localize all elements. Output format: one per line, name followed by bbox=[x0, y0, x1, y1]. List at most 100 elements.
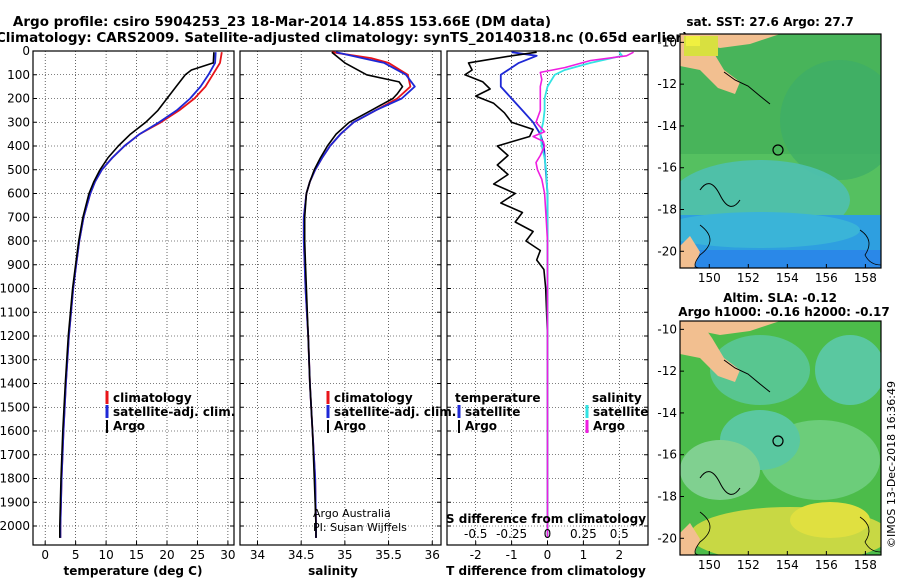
lat-tick-label: -12 bbox=[657, 77, 677, 91]
sst-map-panel: sat. SST: 27.6 Argo: 27.7 150 152 154 156 15… bbox=[657, 15, 882, 285]
lon-tick-label: 156 bbox=[815, 558, 838, 572]
lon-tick-label: 154 bbox=[776, 558, 799, 572]
series-line-argo bbox=[303, 51, 404, 538]
legend-salinity-heading: salinity bbox=[592, 391, 642, 405]
x-tick-label: 35.5 bbox=[375, 548, 402, 562]
credit-line-2: PI: Susan Wijffels bbox=[313, 521, 407, 534]
y-tick-label: 400 bbox=[7, 139, 30, 153]
h-label: Argo h1000: -0.16 h2000: -0.17 bbox=[678, 305, 889, 319]
sst-label: sat. SST: 27.6 Argo: 27.7 bbox=[686, 15, 853, 29]
lon-tick-label: 154 bbox=[776, 271, 799, 285]
lat-tick-label: -10 bbox=[657, 35, 677, 49]
legend-climatology: climatology bbox=[113, 391, 192, 405]
x-tick-label: 1 bbox=[580, 548, 588, 562]
y-tick-label: 1700 bbox=[0, 448, 30, 462]
legend-satellite: satellite-adj. clim. bbox=[113, 405, 235, 419]
legend-s-satellite: satellite bbox=[593, 405, 648, 419]
y-tick-label: 1800 bbox=[0, 472, 30, 486]
x-tick-label: 30 bbox=[220, 548, 235, 562]
x-tick-label: 34.5 bbox=[288, 548, 315, 562]
y-tick-label: 500 bbox=[7, 163, 30, 177]
series-line-salinity-argo bbox=[532, 51, 634, 538]
temperature-panel: 0 5 10 15 20 25 300100200300400500600700800900… bbox=[0, 44, 236, 578]
y-tick-label: 1500 bbox=[0, 400, 30, 414]
x-tick-label: 36 bbox=[425, 548, 440, 562]
timestamp: ©IMOS 13-Dec-2018 16:36:49 bbox=[885, 381, 898, 548]
x-tick-label: 25 bbox=[190, 548, 205, 562]
y-tick-label: 2000 bbox=[0, 519, 30, 533]
series-line-satellite-adj-clim- bbox=[59, 52, 217, 538]
series-line-argo bbox=[58, 52, 215, 538]
y-tick-label: 1300 bbox=[0, 353, 30, 367]
altim-label: Altim. SLA: -0.12 bbox=[723, 291, 837, 305]
x-tick-label: 2 bbox=[615, 548, 623, 562]
sla-map-image bbox=[680, 321, 881, 555]
y-tick-label: 1600 bbox=[0, 424, 30, 438]
legend-satellite: satellite-adj. clim. bbox=[334, 405, 456, 419]
lon-tick-label: 152 bbox=[737, 271, 760, 285]
lat-tick-label: -14 bbox=[657, 119, 677, 133]
legend-t-argo: Argo bbox=[465, 419, 497, 433]
legend-t-satellite: satellite bbox=[465, 405, 520, 419]
difference-legend: temperature satellite Argo salinity sate… bbox=[455, 391, 648, 433]
series-line-satellite-adj-clim- bbox=[302, 51, 416, 538]
legend-temperature-heading: temperature bbox=[455, 391, 540, 405]
series-line-salinity-satellite bbox=[539, 51, 624, 538]
lat-tick-label: -20 bbox=[657, 531, 677, 545]
title-line-2: Climatology: CARS2009. Satellite-adjuste… bbox=[0, 30, 688, 46]
sec-x-tick-label: -0.25 bbox=[496, 527, 527, 541]
profile-location-marker bbox=[772, 144, 784, 156]
y-tick-label: 1400 bbox=[0, 377, 30, 391]
x-tick-label: 10 bbox=[98, 548, 113, 562]
lat-tick-label: -14 bbox=[657, 406, 677, 420]
lat-tick-label: -16 bbox=[657, 161, 677, 175]
y-tick-label: 200 bbox=[7, 92, 30, 106]
lat-tick-label: -18 bbox=[657, 490, 677, 504]
difference-xlabel: T difference from climatology bbox=[446, 564, 646, 578]
y-tick-label: 1900 bbox=[0, 495, 30, 509]
salinity-xlabel: salinity bbox=[308, 564, 358, 578]
y-tick-label: 1000 bbox=[0, 282, 30, 296]
sec-x-tick-label: -0.5 bbox=[464, 527, 487, 541]
temperature-legend: climatology satellite-adj. clim. Argo bbox=[105, 391, 235, 433]
y-tick-label: 1100 bbox=[0, 305, 30, 319]
x-tick-label: 20 bbox=[159, 548, 174, 562]
legend-climatology: climatology bbox=[334, 391, 413, 405]
y-tick-label: 100 bbox=[7, 68, 30, 82]
x-tick-label: 34 bbox=[250, 548, 265, 562]
legend-argo: Argo bbox=[334, 419, 366, 433]
lat-tick-label: -16 bbox=[657, 448, 677, 462]
sec-x-tick-label: 0.5 bbox=[610, 527, 629, 541]
x-tick-label: 15 bbox=[129, 548, 144, 562]
difference-panel: -2 -1 0 1 2 -0.5 -0.25 0 0.25 0.5 T difference fr… bbox=[446, 50, 649, 578]
y-tick-label: 900 bbox=[7, 258, 30, 272]
sla-map-frame bbox=[679, 320, 882, 556]
sst-map-image bbox=[680, 34, 881, 268]
lat-tick-label: -12 bbox=[657, 364, 677, 378]
reef-outline bbox=[723, 71, 771, 105]
lon-tick-label: 156 bbox=[815, 271, 838, 285]
credit-line-1: Argo Australia bbox=[313, 507, 391, 520]
sec-x-tick-label: 0.25 bbox=[570, 527, 597, 541]
series-line-climatology bbox=[302, 51, 412, 538]
y-tick-label: 600 bbox=[7, 187, 30, 201]
legend-argo: Argo bbox=[113, 419, 145, 433]
y-tick-label: 700 bbox=[7, 210, 30, 224]
x-tick-label: 5 bbox=[72, 548, 80, 562]
title-line-1: Argo profile: csiro 5904253_23 18-Mar-20… bbox=[13, 14, 551, 30]
lon-tick-label: 150 bbox=[698, 558, 721, 572]
lon-tick-label: 158 bbox=[854, 558, 877, 572]
series-line-temperature-satellite bbox=[499, 51, 549, 538]
difference-sec-xlabel: S difference from climatology bbox=[446, 512, 646, 526]
lon-tick-label: 158 bbox=[854, 271, 877, 285]
sla-map-panel: 150 152 154 156 158 -10 -12 -14 -16 -18 -20 bbox=[657, 320, 882, 572]
salinity-frame bbox=[239, 50, 442, 546]
lon-tick-label: 150 bbox=[698, 271, 721, 285]
legend-s-argo: Argo bbox=[593, 419, 625, 433]
y-tick-label: 800 bbox=[7, 234, 30, 248]
y-tick-label: 1200 bbox=[0, 329, 30, 343]
lat-tick-label: -20 bbox=[657, 244, 677, 258]
x-tick-label: -2 bbox=[470, 548, 482, 562]
sec-x-tick-label: 0 bbox=[544, 527, 552, 541]
